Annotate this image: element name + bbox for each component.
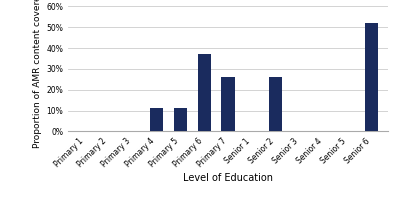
Bar [150, 108, 163, 131]
Bar [222, 77, 234, 131]
Bar [198, 54, 211, 131]
Bar [269, 77, 282, 131]
Y-axis label: Proportion of AMR content covered: Proportion of AMR content covered [33, 0, 42, 148]
X-axis label: Level of Education: Level of Education [183, 173, 273, 183]
Bar [365, 23, 378, 131]
Bar [174, 108, 187, 131]
